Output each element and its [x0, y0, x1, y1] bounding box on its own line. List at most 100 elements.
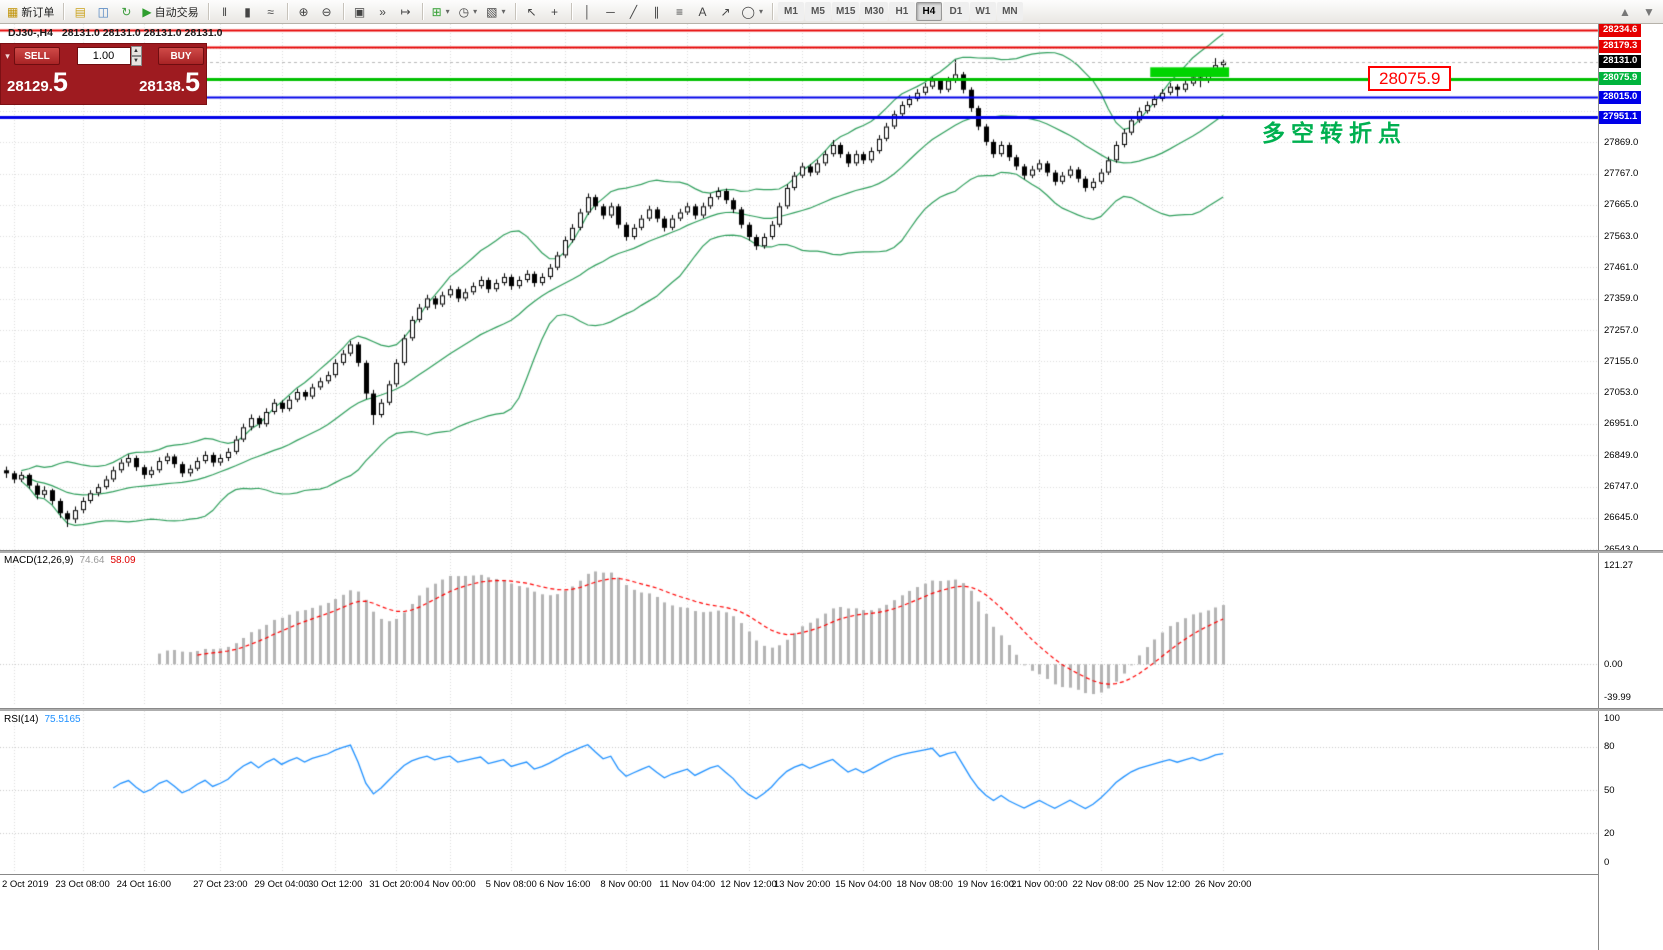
volume-up-icon[interactable]: ▲ — [130, 46, 142, 56]
horizontal-line-icon[interactable]: ─ — [600, 2, 622, 22]
profiles-icon[interactable]: ◫ — [92, 2, 114, 22]
tile-windows-icon: ▣ — [353, 4, 366, 19]
rsi-label: RSI(14) 75.5165 — [4, 714, 81, 725]
tile-windows-icon[interactable]: ▣ — [349, 2, 371, 22]
time-axis-label: 26 Nov 20:00 — [1194, 879, 1252, 890]
rsi-name: RSI(14) — [4, 714, 39, 725]
indicators-icon[interactable]: ⊞ ▾ — [428, 2, 454, 22]
chart-window-icon: ▤ — [74, 4, 87, 19]
timeframe-w1-button[interactable]: W1 — [969, 2, 996, 21]
one-click-trading-panel: ▾ SELL ▲ ▼ BUY 28129.5 28138.5 — [1, 44, 206, 104]
chart-window-icon[interactable]: ▤ — [69, 2, 91, 22]
time-axis-label: 30 Oct 12:00 — [307, 879, 363, 890]
bar-chart-icon: ‖ — [222, 4, 228, 19]
time-axis-label: 12 Nov 12:00 — [720, 879, 777, 890]
arrows-icon[interactable]: ↗ — [715, 2, 737, 22]
periods-icon[interactable]: ◷ ▾ — [455, 2, 482, 22]
scroll-up-icon: ▲ — [1619, 4, 1631, 19]
volume-down-icon[interactable]: ▼ — [130, 56, 142, 66]
shapes-icon[interactable]: ◯ ▾ — [738, 2, 767, 22]
toolbar-separator — [342, 3, 344, 20]
price-scale-label: 27869.0 — [1604, 136, 1639, 148]
price-tag: 28131.0 — [1599, 55, 1642, 69]
timeframe-mn-button[interactable]: MN — [996, 2, 1023, 21]
new-order-button[interactable]: ▦ 新订单 — [3, 2, 58, 22]
price-level-callout[interactable]: 28075.9 — [1368, 66, 1452, 91]
zoom-in-button[interactable]: ⊕ — [293, 2, 315, 22]
bar-chart-button[interactable]: ‖ — [214, 2, 236, 22]
buy-button[interactable]: BUY — [158, 47, 204, 65]
sell-button[interactable]: SELL — [14, 47, 60, 65]
chart-shift-icon[interactable]: ↦ — [395, 2, 417, 22]
time-axis-label: 24 Oct 16:00 — [116, 879, 171, 890]
zoom-in-icon: ⊕ — [298, 4, 309, 19]
bid-price: 28129.5 — [7, 69, 68, 100]
chart-shift-icon: ↦ — [400, 4, 411, 19]
rsi-splitter[interactable] — [0, 708, 1663, 711]
timeframe-h4-button[interactable]: H4 — [915, 2, 942, 21]
toolbar-separator — [570, 3, 572, 20]
price-tag: 28015.0 — [1599, 90, 1642, 104]
timeframe-m15-button[interactable]: M15 — [831, 2, 860, 21]
autotrading-button[interactable]: ▶ 自动交易 — [138, 2, 202, 22]
channel-icon[interactable]: ∥ — [646, 2, 668, 22]
fibonacci-icon: ≡ — [676, 4, 684, 19]
new-order-icon: ▦ — [7, 4, 19, 19]
macd-scale-label: 121.27 — [1604, 559, 1634, 571]
price-scale-label: 26849.0 — [1604, 449, 1639, 461]
timeframe-d1-button[interactable]: D1 — [942, 2, 969, 21]
volume-input[interactable] — [76, 47, 131, 65]
candlestick-chart-icon: ▮ — [244, 4, 251, 19]
vertical-line-icon[interactable]: │ — [577, 2, 599, 22]
zoom-out-button[interactable]: ⊖ — [316, 2, 338, 22]
price-scale-label: 26645.0 — [1604, 512, 1639, 524]
templates-icon[interactable]: ▧ ▾ — [482, 2, 509, 22]
auto-scroll-icon[interactable]: » — [372, 2, 394, 22]
cursor-icon: ↖ — [526, 4, 537, 19]
vertical-line-icon: │ — [583, 4, 592, 19]
timeframe-m30-button[interactable]: M30 — [860, 2, 888, 21]
trendline-icon[interactable]: ╱ — [623, 2, 645, 22]
fibonacci-icon[interactable]: ≡ — [669, 2, 691, 22]
refresh-icon[interactable]: ↻ — [115, 2, 137, 22]
crosshair-icon[interactable]: + — [544, 2, 566, 22]
scroll-down-icon[interactable]: ▼ — [1638, 2, 1660, 22]
macd-value-signal: 58.09 — [110, 555, 136, 566]
toolbar-right-group: ▲ ▼ — [1614, 2, 1660, 22]
toolbar-separator — [514, 3, 516, 20]
timeframe-h1-button[interactable]: H1 — [888, 2, 915, 21]
time-axis-label: 4 Nov 00:00 — [424, 879, 476, 890]
indicators-icon: ⊞ — [431, 4, 442, 19]
auto-scroll-icon: » — [379, 4, 386, 19]
price-scale-label: 27665.0 — [1604, 199, 1639, 211]
macd-value-main: 74.64 — [79, 555, 105, 566]
chart-ohlc-values: 28131.0 28131.0 28131.0 28131.0 — [61, 27, 223, 39]
rsi-scale-label: 20 — [1604, 827, 1615, 839]
line-chart-button[interactable]: ≈ — [260, 2, 282, 22]
macd-splitter[interactable] — [0, 550, 1663, 553]
panel-collapse-icon[interactable]: ▾ — [5, 50, 10, 61]
turning-point-note[interactable]: 多空转折点 — [1262, 120, 1407, 146]
rsi-value: 75.5165 — [44, 714, 81, 725]
price-scale[interactable]: 27869.0 27767.0 27665.0 27563.0 27461.0 27359… — [1598, 24, 1663, 950]
rsi-scale-label: 50 — [1604, 784, 1615, 796]
cursor-icon[interactable]: ↖ — [521, 2, 543, 22]
text-icon[interactable]: A — [692, 2, 714, 22]
chart-symbol-period: DJ30-,H4 — [8, 27, 53, 39]
price-tag: 28234.6 — [1599, 24, 1642, 37]
timeframe-m5-button[interactable]: M5 — [804, 2, 831, 21]
timeframe-m1-button[interactable]: M1 — [777, 2, 804, 21]
toolbar-separator — [63, 3, 65, 20]
channel-icon: ∥ — [653, 4, 660, 19]
templates-icon: ▧ — [486, 4, 498, 19]
price-scale-label: 27563.0 — [1604, 230, 1639, 242]
volume-stepper: ▲ ▼ — [62, 46, 156, 66]
scroll-up-icon[interactable]: ▲ — [1614, 2, 1636, 22]
candlestick-chart-button[interactable]: ▮ — [237, 2, 259, 22]
text-icon: A — [698, 4, 707, 19]
time-axis[interactable]: 2 Oct 2019 23 Oct 08:00 24 Oct 16:00 27 Oct… — [0, 874, 1598, 894]
rsi-scale-label: 0 — [1604, 856, 1610, 868]
templates-caret-icon: ▾ — [501, 7, 506, 16]
